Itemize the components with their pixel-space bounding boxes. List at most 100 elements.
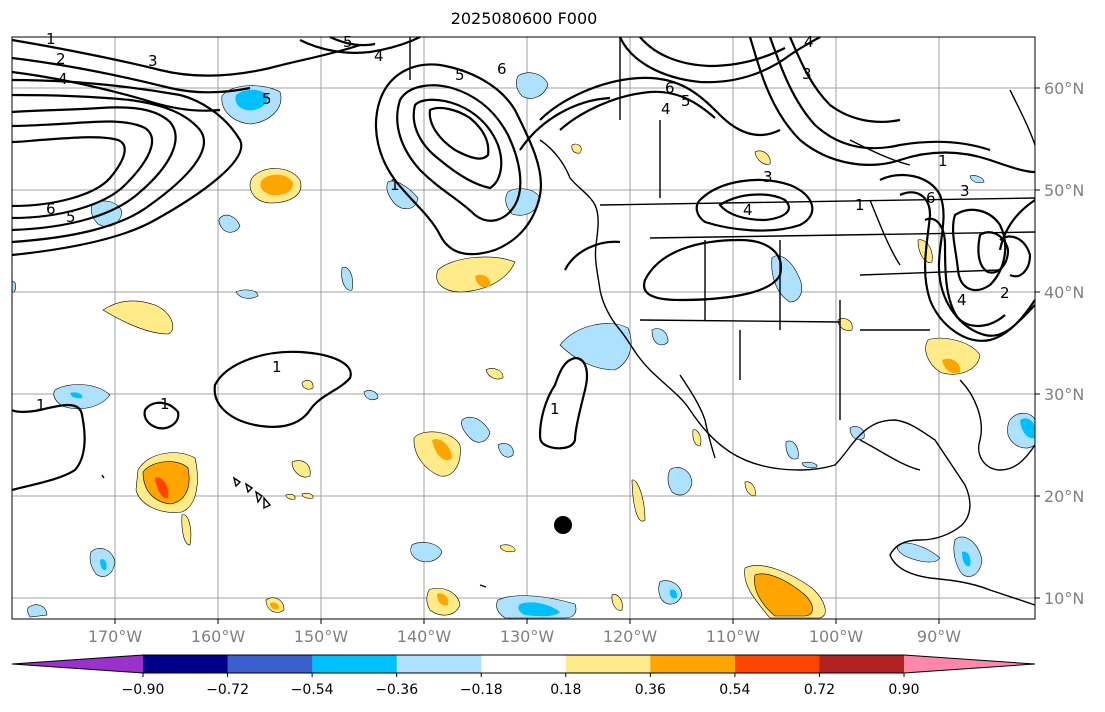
contour-label: 6 — [926, 189, 936, 207]
colorbar-segment — [481, 655, 567, 673]
colorbar-tick-label: 0.18 — [550, 682, 581, 698]
contour-label: 1 — [272, 358, 282, 376]
fill-patch — [181, 514, 192, 546]
colorbar-extend-max — [904, 655, 1035, 673]
contour-label: 3 — [960, 182, 970, 200]
colorbar-segment — [143, 655, 229, 673]
latitude-labels: 60°N 50°N 40°N 30°N 20°N 10°N — [1035, 79, 1084, 608]
contour-label: 4 — [804, 33, 814, 51]
position-marker — [554, 516, 572, 534]
fill-patch — [785, 440, 799, 460]
fill-patch — [432, 439, 452, 461]
fill-patch — [669, 589, 678, 599]
contour-label: 6 — [665, 79, 675, 97]
contour-label: 2 — [1000, 284, 1010, 302]
contour-label: 5 — [66, 208, 76, 226]
lon-label: 140°W — [397, 627, 452, 646]
colorbar-tick-label: −0.72 — [206, 682, 249, 698]
colorbar-tick-label: −0.90 — [122, 682, 165, 698]
contour-label: 1 — [390, 176, 400, 194]
contour-label: 1 — [46, 30, 56, 48]
fill-patch — [27, 604, 48, 618]
fill-patch — [386, 180, 419, 210]
contour-label: 3 — [763, 168, 773, 186]
lat-label: 30°N — [1044, 385, 1084, 404]
contour-label: 1 — [550, 400, 560, 418]
fill-patch — [155, 477, 169, 499]
negative-anomaly-fills — [11, 72, 1036, 619]
contour-label: 3 — [802, 65, 812, 83]
longitude-labels: 170°W 160°W 150°W 140°W 130°W 120°W 110°… — [88, 619, 961, 646]
colorbar-segment — [734, 655, 820, 673]
contour-labels: 1 2 3 4 5 6 5 4 5 6 6 5 4 3 4 3 1 1 4 3 … — [36, 30, 1010, 418]
fill-patch — [505, 188, 541, 216]
fill-patch — [410, 542, 443, 563]
lat-label: 20°N — [1044, 487, 1084, 506]
colorbar-segment — [396, 655, 482, 673]
islands — [101, 474, 487, 588]
colorbar: −0.90 −0.72 −0.54 −0.36 −0.18 0.18 0.36 0.54 0.7… — [11, 654, 1036, 698]
contour-label: 5 — [262, 90, 272, 108]
contour-label: 5 — [343, 33, 353, 51]
fill-patch — [497, 443, 514, 458]
fill-patch — [291, 460, 311, 478]
colorbar-tick-label: −0.18 — [460, 682, 503, 698]
lon-label: 100°W — [809, 627, 864, 646]
fill-patch — [667, 467, 693, 496]
fill-patch — [962, 551, 971, 567]
fill-patch — [631, 479, 646, 522]
lon-label: 90°W — [917, 627, 961, 646]
fill-patch — [235, 89, 268, 111]
lon-label: 120°W — [603, 627, 658, 646]
contour-label: 5 — [681, 92, 691, 110]
lat-label: 40°N — [1044, 283, 1084, 302]
map-area: 1 2 3 4 5 6 5 4 5 6 6 5 4 3 4 3 1 1 4 3 … — [11, 30, 1036, 620]
fill-patch — [363, 390, 379, 401]
contour-label: 6 — [46, 200, 56, 218]
fill-patch — [754, 150, 771, 165]
fill-patch — [1020, 418, 1035, 439]
fill-patch — [801, 461, 818, 469]
fill-patch — [744, 481, 756, 497]
colorbar-segment — [227, 655, 313, 673]
contour-label: 4 — [58, 70, 68, 88]
fill-patch — [461, 417, 491, 443]
contour-label: 3 — [148, 52, 158, 70]
fill-patch — [413, 431, 461, 477]
coastlines — [409, 37, 1036, 606]
lat-label: 10°N — [1044, 589, 1084, 608]
fill-patch — [925, 337, 981, 375]
lon-label: 110°W — [706, 627, 761, 646]
fill-patch — [571, 143, 582, 154]
fill-patch — [896, 542, 941, 563]
fill-patch — [611, 594, 623, 611]
fill-patch — [516, 72, 549, 99]
fill-patch — [499, 544, 516, 553]
colorbar-segment — [565, 655, 651, 673]
fill-patch — [771, 255, 802, 303]
fill-patch — [260, 174, 294, 196]
fill-patch — [11, 281, 17, 293]
fill-patch — [100, 559, 107, 571]
colorbar-tick-label: 0.36 — [635, 682, 666, 698]
lon-label: 130°W — [500, 627, 555, 646]
contour-label: 1 — [938, 152, 948, 170]
contour-label: 6 — [497, 60, 507, 78]
colorbar-tick-label: 0.90 — [888, 682, 919, 698]
contour-label: 5 — [455, 66, 465, 84]
fill-patch — [301, 379, 314, 390]
colorbar-tick-label: 0.72 — [804, 682, 835, 698]
contour-label: 1 — [160, 395, 170, 413]
lat-label: 60°N — [1044, 79, 1084, 98]
colorbar-tick-label: −0.54 — [291, 682, 334, 698]
lon-label: 150°W — [294, 627, 349, 646]
fill-patch — [437, 593, 449, 606]
fill-patch — [475, 274, 491, 288]
fill-patch — [518, 602, 560, 617]
contour-label: 1 — [855, 196, 865, 214]
lon-label: 170°W — [88, 627, 143, 646]
fill-patch — [942, 358, 961, 374]
contour-label: 2 — [56, 50, 66, 68]
fill-patch — [285, 493, 296, 500]
